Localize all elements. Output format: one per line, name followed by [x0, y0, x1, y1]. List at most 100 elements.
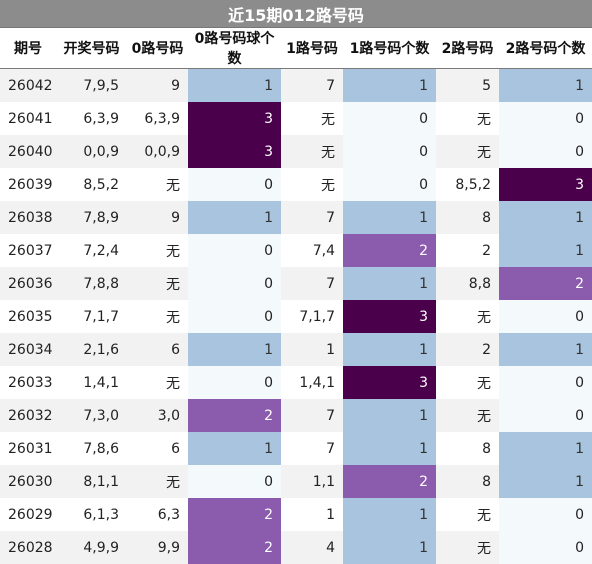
route0-numbers-cell: 0,0,9 [127, 135, 188, 168]
draw-number-cell: 2,1,6 [56, 333, 127, 366]
route1-numbers-cell: 无 [281, 135, 343, 168]
route2-count-cell: 0 [499, 498, 592, 531]
issue-cell: 26037 [0, 234, 56, 267]
route2-numbers-cell: 5 [436, 69, 499, 103]
route1-numbers-cell: 1,1 [281, 465, 343, 498]
route0-numbers-cell: 无 [127, 267, 188, 300]
route1-count-cell: 1 [343, 333, 436, 366]
draw-number-cell: 7,3,0 [56, 399, 127, 432]
route2-count-cell: 2 [499, 267, 592, 300]
route2-count-cell: 0 [499, 102, 592, 135]
route0-numbers-cell: 无 [127, 465, 188, 498]
route0-count-cell: 0 [188, 300, 281, 333]
route2-numbers-cell: 无 [436, 300, 499, 333]
route1-count-cell: 1 [343, 531, 436, 564]
route1-numbers-cell: 7 [281, 201, 343, 234]
route0-numbers-cell: 无 [127, 366, 188, 399]
draw-number-cell: 6,3,9 [56, 102, 127, 135]
route2-numbers-cell: 无 [436, 135, 499, 168]
header-route1-numbers: 1路号码 [281, 28, 343, 69]
route2-count-cell: 1 [499, 333, 592, 366]
draw-number-cell: 4,9,9 [56, 531, 127, 564]
route1-count-cell: 3 [343, 300, 436, 333]
draw-number-cell: 7,8,9 [56, 201, 127, 234]
route0-count-cell: 2 [188, 498, 281, 531]
route0-count-cell: 1 [188, 201, 281, 234]
route0-count-cell: 1 [188, 333, 281, 366]
route2-numbers-cell: 8 [436, 201, 499, 234]
issue-cell: 26034 [0, 333, 56, 366]
issue-cell: 26033 [0, 366, 56, 399]
route2-numbers-cell: 8,8 [436, 267, 499, 300]
route2-count-cell: 0 [499, 399, 592, 432]
route0-count-cell: 2 [188, 399, 281, 432]
route0-numbers-cell: 无 [127, 234, 188, 267]
route1-count-cell: 0 [343, 135, 436, 168]
route0-count-cell: 1 [188, 69, 281, 103]
issue-cell: 26035 [0, 300, 56, 333]
route0-numbers-cell: 6,3 [127, 498, 188, 531]
route1-count-cell: 1 [343, 498, 436, 531]
route0-count-cell: 3 [188, 135, 281, 168]
issue-cell: 26040 [0, 135, 56, 168]
route0-count-cell: 3 [188, 102, 281, 135]
header-row: 期号 开奖号码 0路号码 0路号码球个数 1路号码 1路号码个数 2路号码 2路… [0, 28, 592, 69]
header-route0-count: 0路号码球个数 [188, 28, 281, 69]
route1-numbers-cell: 7 [281, 69, 343, 103]
header-draw-number: 开奖号码 [56, 28, 127, 69]
route1-count-cell: 1 [343, 69, 436, 103]
route2-numbers-cell: 8 [436, 465, 499, 498]
issue-cell: 26030 [0, 465, 56, 498]
route2-count-cell: 1 [499, 201, 592, 234]
route0-numbers-cell: 3,0 [127, 399, 188, 432]
route1-numbers-cell: 无 [281, 168, 343, 201]
header-route1-count: 1路号码个数 [343, 28, 436, 69]
route1-numbers-cell: 7 [281, 432, 343, 465]
issue-cell: 26036 [0, 267, 56, 300]
route2-numbers-cell: 8 [436, 432, 499, 465]
route0-numbers-cell: 6,3,9 [127, 102, 188, 135]
route1-numbers-cell: 1 [281, 333, 343, 366]
route1-count-cell: 1 [343, 201, 436, 234]
data-table: 期号 开奖号码 0路号码 0路号码球个数 1路号码 1路号码个数 2路号码 2路… [0, 28, 592, 564]
header-route2-numbers: 2路号码 [436, 28, 499, 69]
draw-number-cell: 7,8,8 [56, 267, 127, 300]
route0-numbers-cell: 无 [127, 300, 188, 333]
header-issue: 期号 [0, 28, 56, 69]
route1-count-cell: 0 [343, 168, 436, 201]
draw-number-cell: 7,8,6 [56, 432, 127, 465]
route1-count-cell: 2 [343, 465, 436, 498]
route2-count-cell: 0 [499, 135, 592, 168]
draw-number-cell: 7,2,4 [56, 234, 127, 267]
issue-cell: 26041 [0, 102, 56, 135]
route2-count-cell: 1 [499, 432, 592, 465]
draw-number-cell: 6,1,3 [56, 498, 127, 531]
route0-count-cell: 0 [188, 465, 281, 498]
draw-number-cell: 1,4,1 [56, 366, 127, 399]
draw-number-cell: 0,0,9 [56, 135, 127, 168]
route0-numbers-cell: 9 [127, 69, 188, 103]
route1-count-cell: 3 [343, 366, 436, 399]
route2-count-cell: 1 [499, 234, 592, 267]
route1-count-cell: 1 [343, 267, 436, 300]
route0-count-cell: 0 [188, 267, 281, 300]
route1-count-cell: 0 [343, 102, 436, 135]
issue-cell: 26031 [0, 432, 56, 465]
route0-numbers-cell: 9,9 [127, 531, 188, 564]
route0-count-cell: 0 [188, 234, 281, 267]
route0-numbers-cell: 9 [127, 201, 188, 234]
issue-cell: 26039 [0, 168, 56, 201]
